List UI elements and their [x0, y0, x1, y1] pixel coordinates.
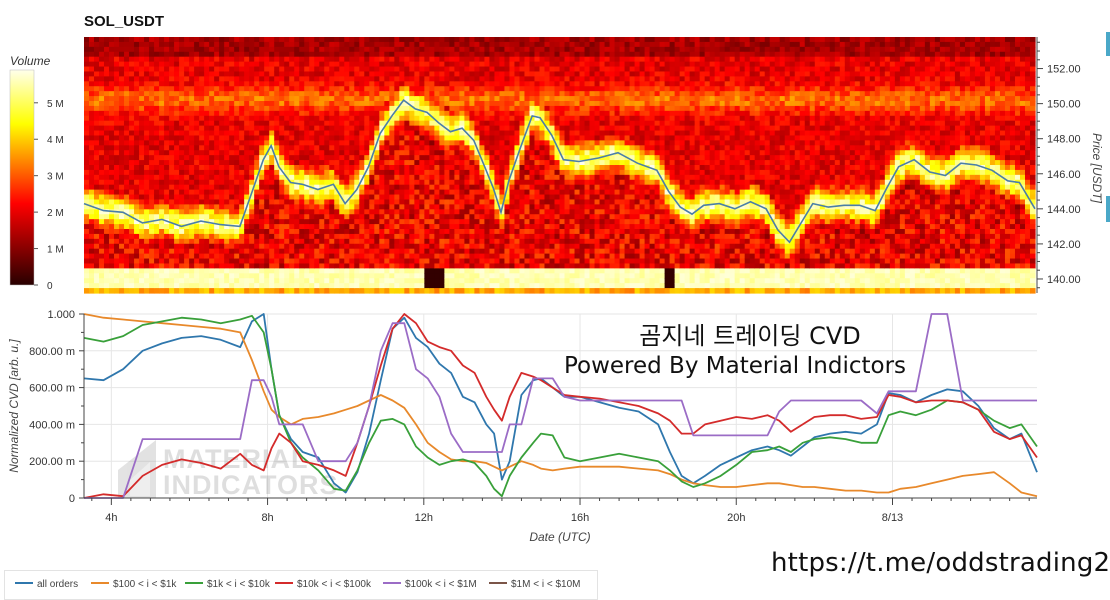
- legend-label: $10k < i < $100k: [297, 579, 371, 590]
- side-accent-mid: [1106, 196, 1110, 222]
- legend-swatch: [383, 582, 401, 584]
- legend-item[interactable]: all orders: [15, 579, 78, 590]
- cvd-x-tick-label: 8h: [261, 512, 273, 524]
- overlay-line-2: Powered By Material Indictors: [564, 353, 906, 379]
- legend-swatch: [275, 582, 293, 584]
- legend-item[interactable]: $10k < i < $100k: [275, 579, 371, 590]
- watermark-line2: INDICATORS: [163, 470, 339, 500]
- telegram-link[interactable]: https://t.me/oddstrading2: [771, 548, 1110, 578]
- cvd-x-tick-label: 4h: [105, 512, 117, 524]
- legend-item[interactable]: $100k < i < $1M: [383, 579, 477, 590]
- cvd-y-tick-label: 0: [69, 493, 75, 505]
- legend-label: all orders: [37, 579, 78, 590]
- legend-label: $1k < i < $10k: [207, 579, 270, 590]
- legend-label: $100 < i < $1k: [113, 579, 176, 590]
- cvd-y-tick-label: 400.00 m: [29, 419, 75, 431]
- cvd-y-tick-label: 800.00 m: [29, 346, 75, 358]
- legend-item[interactable]: $1k < i < $10k: [185, 579, 270, 590]
- cvd-y-tick-label: 1.000: [47, 309, 75, 321]
- legend-item[interactable]: $100 < i < $1k: [91, 579, 176, 590]
- cvd-y-axis-label: Normalized CVD [arb. u.]: [7, 339, 21, 473]
- legend-swatch: [91, 582, 109, 584]
- cvd-x-tick-label: 8/13: [882, 512, 903, 524]
- legend-label: $100k < i < $1M: [405, 579, 477, 590]
- legend: all orders $100 < i < $1k $1k < i < $10k $1…: [4, 570, 598, 600]
- cvd-x-tick-label: 12h: [415, 512, 433, 524]
- legend-label: $1M < i < $10M: [511, 579, 580, 590]
- cvd-x-tick-label: 20h: [727, 512, 745, 524]
- legend-swatch: [15, 582, 33, 584]
- legend-swatch: [185, 582, 203, 584]
- cvd-y-tick-label: 600.00 m: [29, 383, 75, 395]
- cvd-y-tick-label: 200.00 m: [29, 456, 75, 468]
- side-accent-top: [1106, 32, 1110, 56]
- cvd-x-axis-label: Date (UTC): [529, 530, 590, 544]
- legend-swatch: [489, 582, 507, 584]
- overlay-line-1: 곰지네 트레이딩 CVD: [639, 322, 860, 350]
- legend-item[interactable]: $1M < i < $10M: [489, 579, 580, 590]
- cvd-x-tick-label: 16h: [571, 512, 589, 524]
